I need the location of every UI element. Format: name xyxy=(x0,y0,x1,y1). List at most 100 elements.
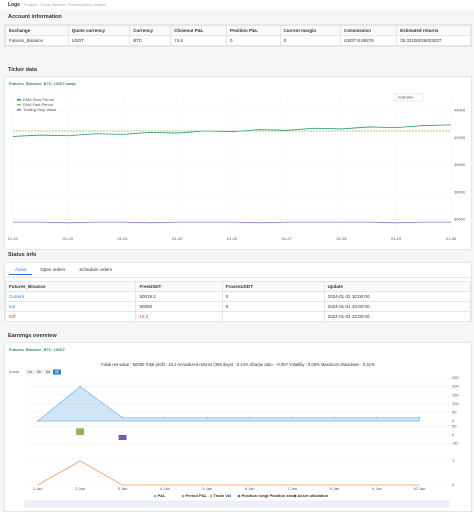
y-tick-label: 44000 xyxy=(454,108,466,113)
x-tick-label: 7 Jan xyxy=(287,486,297,491)
cell: 0 xyxy=(279,35,341,46)
point xyxy=(418,416,421,419)
cell: 0 xyxy=(221,291,325,302)
zoom-label: Zoom xyxy=(9,369,20,374)
legend-label[interactable]: Period P&L xyxy=(186,493,208,498)
column-header: Futures_Binance xyxy=(4,281,137,292)
zoom-label[interactable]: All xyxy=(55,369,60,374)
column-header: Quote currency xyxy=(67,25,131,36)
x-tick-label: 2 Jan xyxy=(75,486,85,491)
column-header: Current margin xyxy=(279,25,341,36)
cell: 25.32100026003037 xyxy=(396,35,471,46)
ticker-chart: Futures_Binance_BTC_USDT.swap Indicator 36… xyxy=(8,81,466,241)
x-tick-label: 8 Jan xyxy=(330,486,340,491)
legend-label: Trailing Stop Value xyxy=(23,107,57,112)
zoom-button[interactable] xyxy=(53,369,61,375)
y-tick-label: 42000 xyxy=(454,135,466,140)
column-header: Currency xyxy=(129,25,172,36)
legend-label: EMA Slow Period xyxy=(23,97,54,102)
zoom-button[interactable] xyxy=(26,369,34,375)
legend-swatch xyxy=(17,99,21,101)
row: Current 50019.2 0 2024-01-31 10:00:00 xyxy=(4,291,472,302)
row: Init 50000 0 2024-01-01 10:00:00 xyxy=(4,301,472,312)
cell: Init xyxy=(4,301,137,312)
zoom-label[interactable]: 8h xyxy=(46,369,50,374)
zoom-button[interactable] xyxy=(35,369,43,375)
legend-label[interactable]: P&L xyxy=(158,493,167,498)
row: Diff 19.2 2024-01-01 10:00:00 xyxy=(4,311,472,322)
tab[interactable]: Open orders xyxy=(40,267,66,272)
cell: BTC xyxy=(129,35,172,46)
legend-label[interactable]: Asset utilization xyxy=(298,493,329,498)
x-tick-label: 01-30 xyxy=(446,236,457,241)
top-bar: Logs Program · Robot: Backtest · Running… xyxy=(0,0,474,10)
navigator xyxy=(24,500,450,508)
cell: 19.2 xyxy=(135,311,223,322)
row: Futures_Binance USDT BTC 74.6 0 0 USDT 8.99278… xyxy=(5,35,471,46)
x-tick-label: 01-22 xyxy=(8,236,19,241)
zoom-label[interactable]: 1h xyxy=(28,369,32,374)
column-header: Exchange xyxy=(5,25,69,36)
x-tick-label: 10 Jan xyxy=(413,486,425,491)
badge-box xyxy=(394,93,424,102)
zoom-button[interactable] xyxy=(44,369,52,375)
zoom-label[interactable]: 3h xyxy=(37,369,41,374)
y-tick-label: 0 xyxy=(452,418,455,423)
cell: 0 xyxy=(221,301,325,312)
legend-swatch xyxy=(153,494,157,498)
point xyxy=(79,385,81,388)
legend-label: EMA Fast Period xyxy=(23,102,53,107)
legend-swatch xyxy=(237,494,241,498)
section-title: Status info xyxy=(8,252,37,258)
point xyxy=(206,416,209,419)
y-tick-label: 50 xyxy=(452,409,457,414)
legend-swatch xyxy=(293,494,297,498)
x-tick-label: 5 Jan xyxy=(202,486,212,491)
ticker-card: Futures_Binance_BTC_USDT.swap Indicator 36… xyxy=(4,76,472,250)
point xyxy=(248,416,251,419)
column-header: Update xyxy=(323,281,472,292)
legend-label[interactable]: Position long xyxy=(242,493,268,498)
x-tick-label: 9 Jan xyxy=(372,486,382,491)
x-tick-label: 6 Jan xyxy=(245,486,255,491)
cell: 74.6 xyxy=(170,35,228,46)
tab[interactable]: Asset xyxy=(9,265,33,275)
column-header: Commission xyxy=(339,25,398,36)
point xyxy=(164,416,166,419)
x-tick-label: 01-25 xyxy=(172,236,183,241)
point xyxy=(121,416,124,419)
point xyxy=(36,420,39,422)
column-header: FreeUSDT xyxy=(135,281,223,292)
y3-tick-label: 0 xyxy=(452,482,455,487)
chart-subtitle: Initial net value : 50000 Total profit :… xyxy=(101,362,375,367)
cell: Futures_Binance xyxy=(5,35,69,46)
x-tick-label: 1 Jan xyxy=(33,486,43,491)
line xyxy=(12,124,452,137)
y-tick-label: 36000 xyxy=(454,216,466,221)
y-tick-label: 150 xyxy=(452,392,459,397)
account-table: Exchange Quote currency Currency Closeout P… xyxy=(4,24,472,47)
column-header: FrozenUSDT xyxy=(221,281,325,292)
point xyxy=(376,416,378,419)
x-tick-label: 01-27 xyxy=(282,236,293,241)
header-row: Futures_Binance FreeUSDT FrozenUSDT Update xyxy=(4,281,472,292)
logs-title: Logs xyxy=(8,2,20,8)
y-tick-label: 40000 xyxy=(454,162,466,167)
chart-title: Futures_Binance_BTC_USDT.swap xyxy=(9,81,76,86)
y2-tick-label: -50 xyxy=(452,440,459,445)
legend-swatch xyxy=(181,494,185,498)
point xyxy=(291,416,293,419)
legend-label[interactable]: Position short xyxy=(270,493,298,498)
cell: 50000 xyxy=(135,301,223,312)
earnings-card: Futures_Binance_BTC_USDT Initial net valu… xyxy=(4,342,472,512)
x-tick-label: 01-24 xyxy=(117,236,128,241)
y3-tick-label: 1 xyxy=(452,458,455,463)
status-card: Asset Open orders Schedule orders Futures_… xyxy=(4,262,472,322)
tab[interactable]: Schedule orders xyxy=(79,267,113,272)
point xyxy=(333,416,336,419)
badge: Indicator xyxy=(398,95,414,100)
legend-label[interactable]: Trade Vol xyxy=(214,493,232,498)
header-row: Exchange Quote currency Currency Closeout P… xyxy=(5,25,471,36)
y-tick-label: 200 xyxy=(452,384,459,389)
x-tick-label: 3 Jan xyxy=(118,486,128,491)
